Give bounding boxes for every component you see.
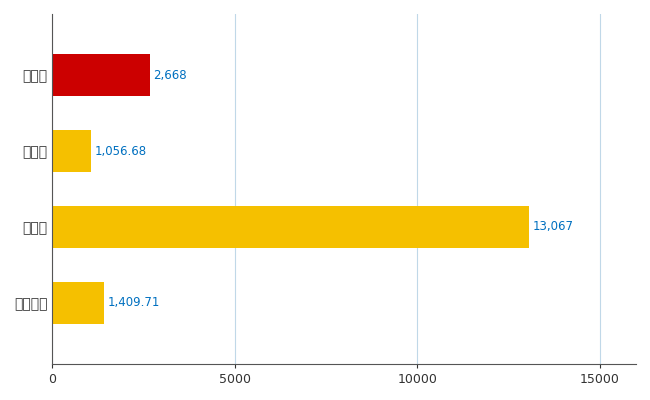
Text: 1,056.68: 1,056.68: [94, 144, 147, 158]
Text: 1,409.71: 1,409.71: [107, 296, 160, 309]
Bar: [52, 54, 150, 96]
Bar: [52, 130, 91, 172]
Text: 2,668: 2,668: [153, 69, 187, 82]
Text: 13,067: 13,067: [533, 220, 574, 234]
Bar: [52, 206, 529, 248]
Bar: [52, 282, 104, 324]
